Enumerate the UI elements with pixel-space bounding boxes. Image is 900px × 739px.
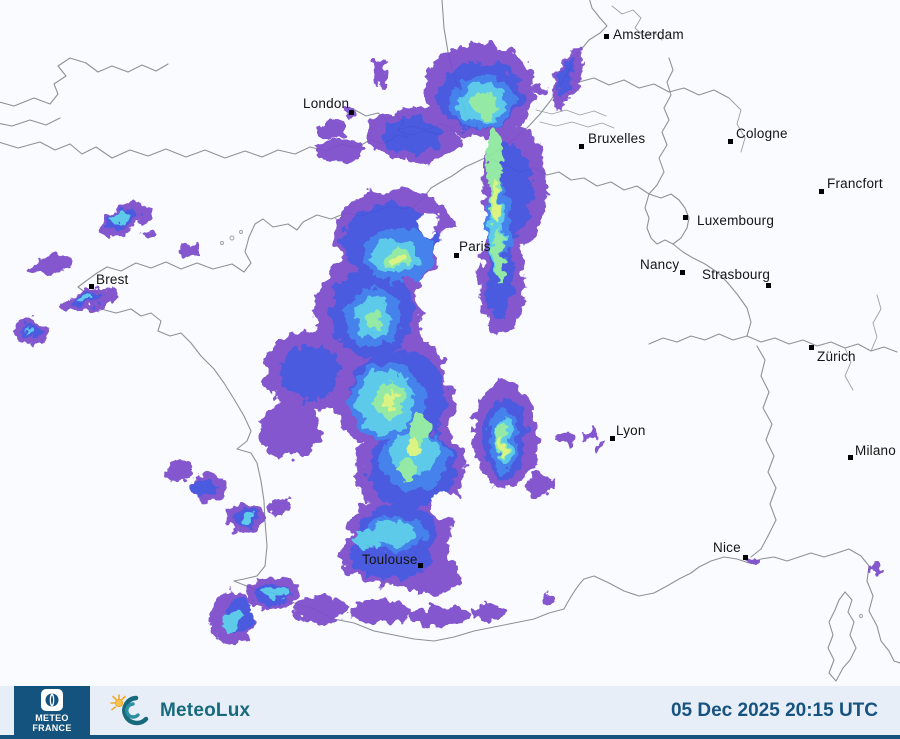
timestamp: 05 Dec 2025 20:15 UTC: [670, 699, 878, 721]
city-label: Francfort: [827, 176, 883, 191]
city-label: Cologne: [736, 126, 788, 141]
meteolux-logo[interactable]: MeteoLux: [106, 692, 250, 730]
city-marker: [89, 284, 94, 289]
city-label: Zürich: [817, 349, 856, 364]
city-label: London: [303, 96, 350, 111]
city-marker: [683, 215, 688, 220]
meteo-france-logo[interactable]: METEO FRANCE: [14, 686, 90, 735]
meteolux-icon: [110, 693, 149, 725]
city-label: Brest: [96, 272, 129, 287]
city-marker: [454, 253, 459, 258]
city-label: Toulouse: [362, 552, 418, 567]
meteo-france-label-2: FRANCE: [32, 722, 72, 733]
meteolux-label: MeteoLux: [160, 699, 251, 721]
meteo-france-icon: [41, 688, 63, 711]
radar-echoes: [14, 44, 881, 645]
city-marker: [680, 270, 685, 275]
footer-accent-strip: [0, 735, 900, 739]
city-label: Amsterdam: [613, 27, 684, 42]
city-marker: [579, 144, 584, 149]
city-marker: [728, 139, 733, 144]
city-marker: [848, 455, 853, 460]
city-label: Milano: [855, 443, 896, 458]
meteo-france-label-1: METEO: [35, 712, 69, 723]
city-label: Nice: [713, 540, 741, 555]
city-label: Nancy: [640, 257, 680, 272]
city-marker: [610, 436, 615, 441]
city-marker: [418, 563, 423, 568]
city-marker: [349, 110, 354, 115]
city-label: Bruxelles: [588, 131, 646, 146]
radar-layer-heavy: [382, 178, 505, 460]
city-label: Luxembourg: [697, 213, 775, 228]
radar-map: Amsterdam London Bruxelles Cologne Franc…: [0, 0, 900, 682]
footer-bar: METEO FRANCE MeteoLux 05 Dec 2025 20:15 …: [0, 686, 900, 735]
radar-clear-gaps: [340, 213, 470, 518]
city-label: Paris: [459, 239, 491, 254]
city-marker: [809, 345, 814, 350]
city-label: Strasbourg: [702, 267, 771, 282]
city-marker: [819, 189, 824, 194]
city-label: Lyon: [616, 423, 646, 438]
city-marker: [766, 283, 771, 288]
map-canvas: [0, 0, 900, 682]
city-marker: [604, 34, 609, 39]
city-marker: [743, 555, 748, 560]
